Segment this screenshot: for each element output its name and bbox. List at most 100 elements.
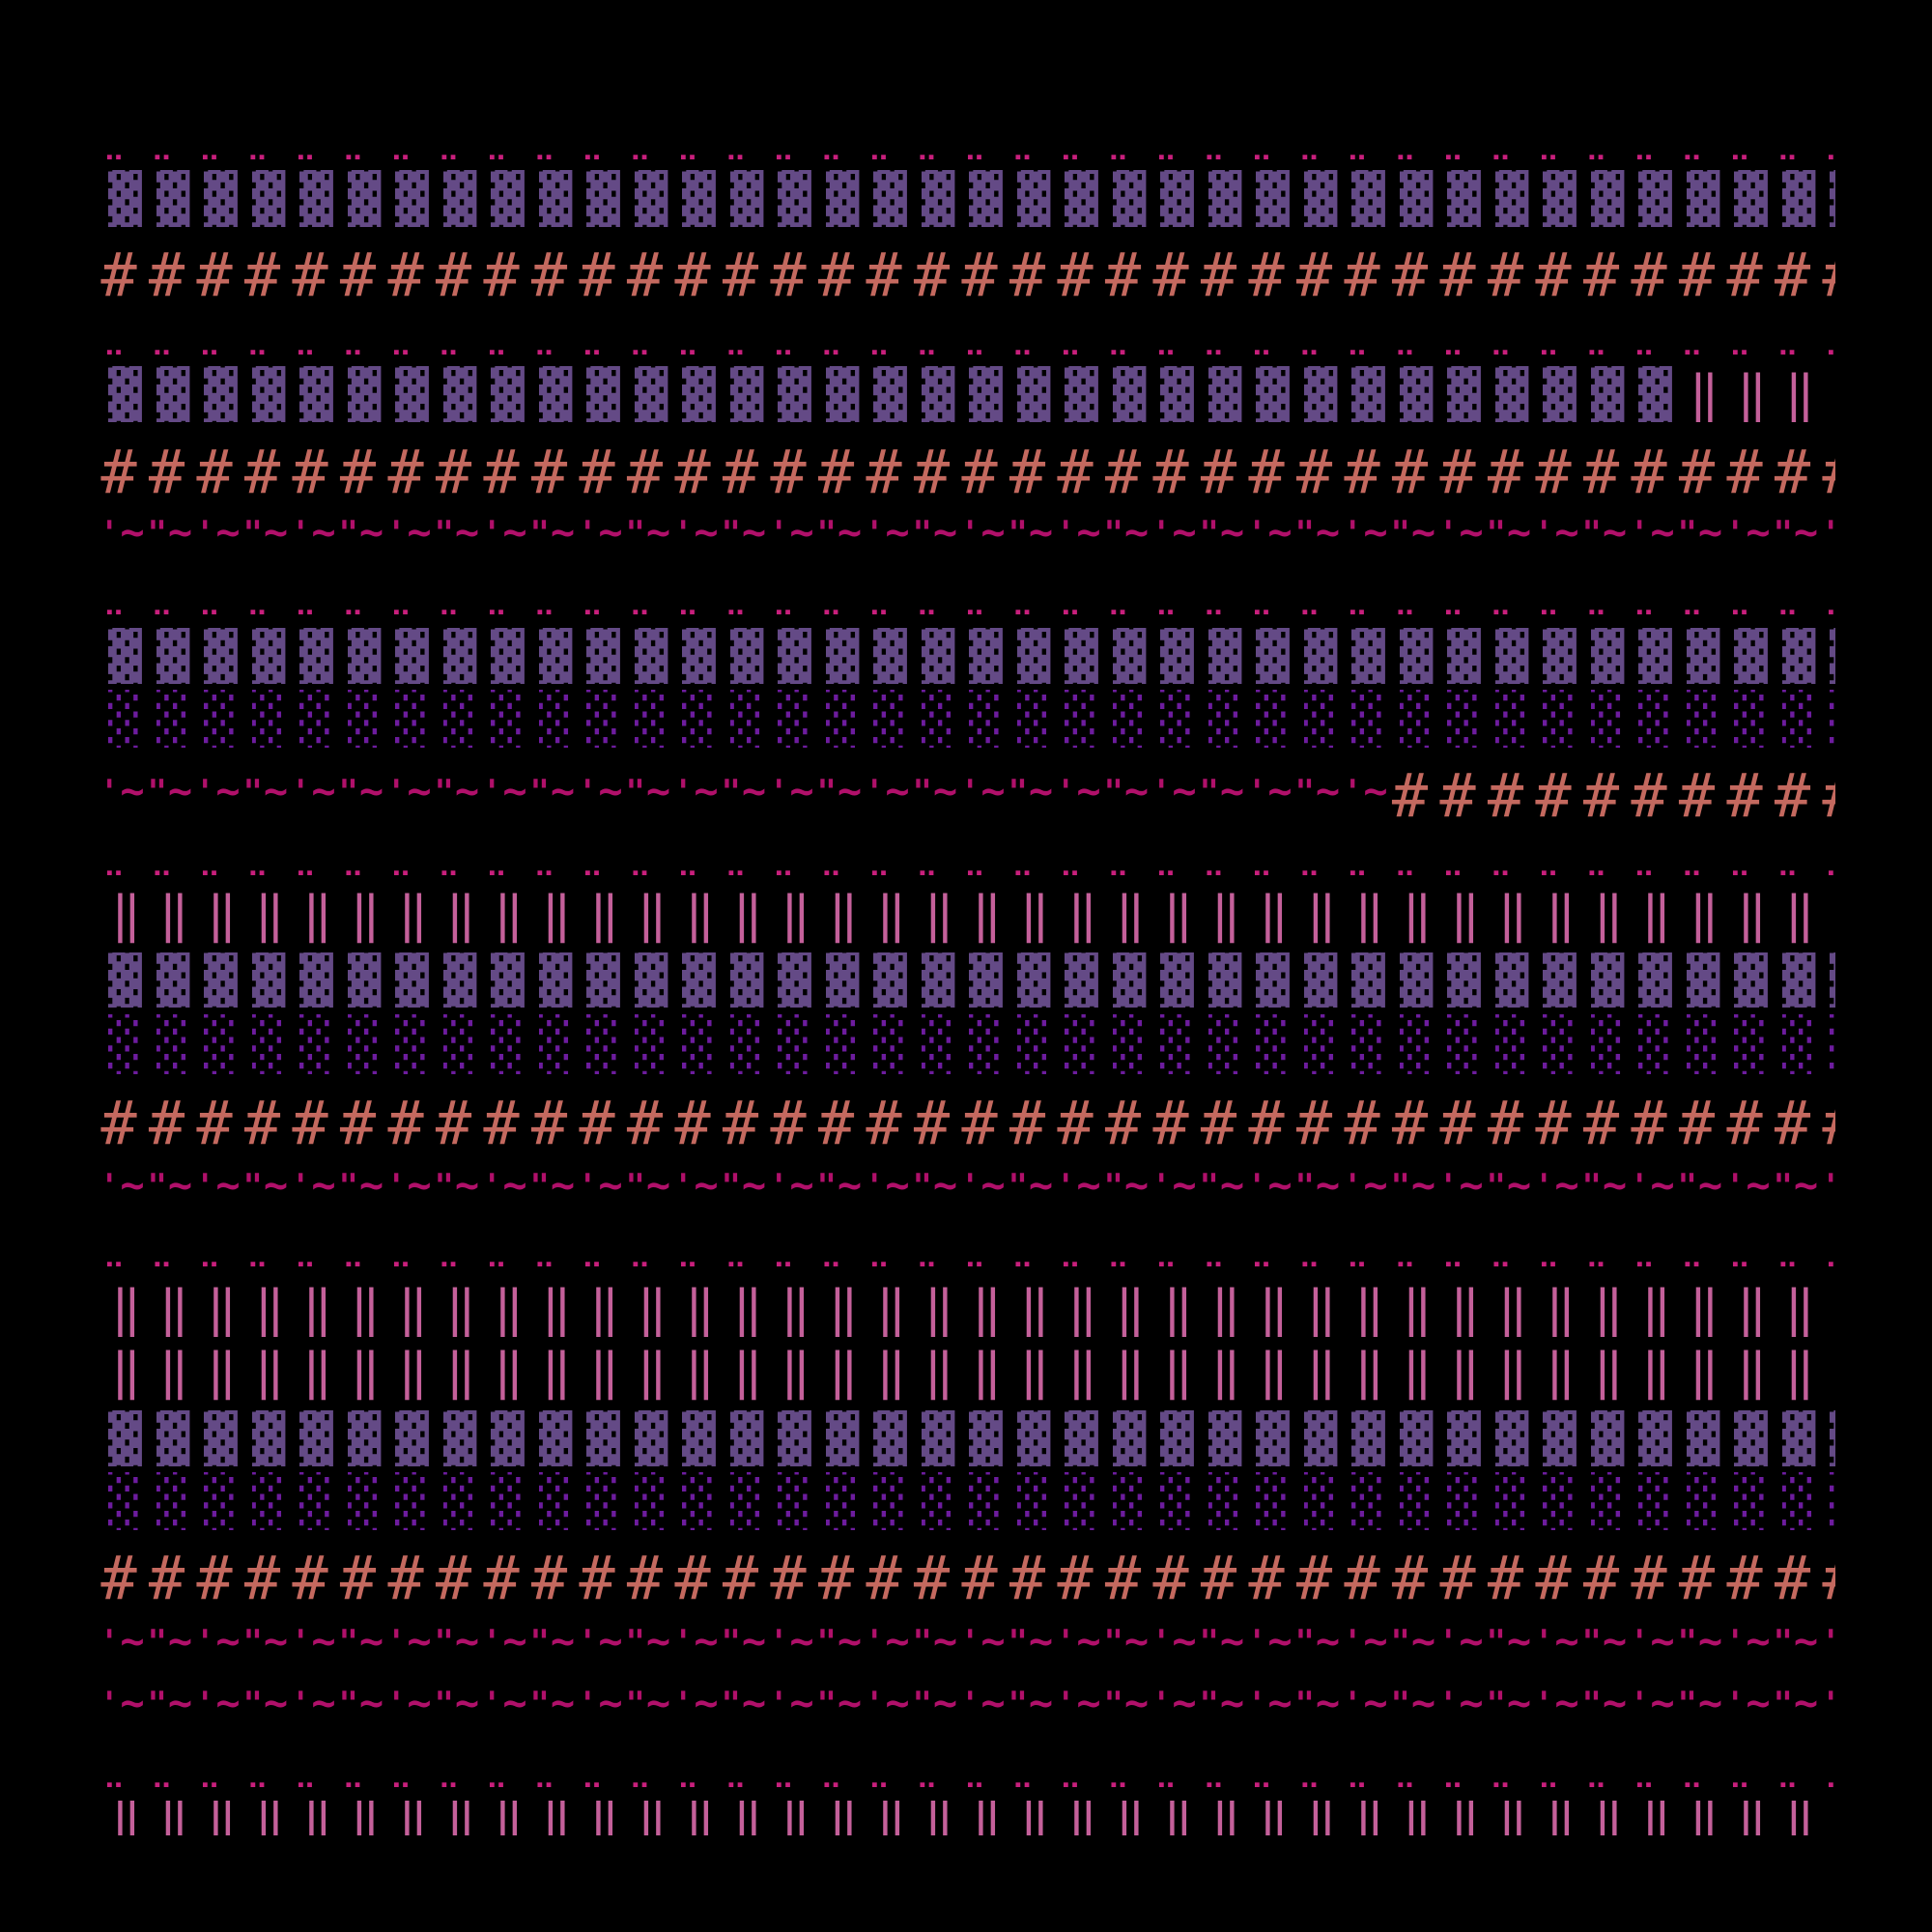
quote-tilde-glyph: "~ [148, 773, 194, 819]
tilde-text: ~ [550, 1173, 576, 1198]
quote-tilde-glyph: '~ [769, 1167, 815, 1198]
dots-glyph: ¨ [913, 1776, 959, 1798]
dots-glyph: ¨ [1725, 1776, 1772, 1798]
double-bar-glyph: ‖ [626, 1282, 672, 1337]
glyph-row: ‖ ‖ ‖ ‖ ‖ ‖ ‖ ‖ ‖ ‖ ‖ ‖ ‖ ‖ ‖ ‖ ‖ ‖ ‖ ‖ ‖ ‖ ‖ ‖ ‖ ‖ ‖ ‖ ‖ ‖ ‖ ‖ ‖ ‖ ‖ ‖ [0, 1282, 1835, 1337]
dots-glyph: ¨ [1678, 148, 1724, 170]
tilde-text: ~ [311, 1173, 336, 1198]
hash-glyph-text: # [530, 441, 568, 503]
dots-glyph-text: ¨ [1487, 863, 1516, 886]
double-bar-glyph: ‖ [1391, 887, 1437, 944]
dots-glyph-text: ¨ [817, 863, 846, 886]
dark-shade-block: ▓ [673, 366, 720, 422]
light-shade-block-text: ░ [1638, 690, 1672, 748]
light-shade-block-text: ░ [395, 1014, 429, 1074]
quote-text: ' [960, 1167, 980, 1182]
dark-shade-block: ▓ [1438, 170, 1485, 227]
dots-glyph: ¨ [1582, 864, 1629, 886]
dots-glyph: ¨ [1247, 148, 1293, 170]
double-bar-glyph: ‖ [1487, 1801, 1533, 1835]
dots-glyph-text: ¨ [1774, 863, 1803, 886]
hash-glyph-text: # [1344, 1093, 1380, 1154]
hash-glyph-text: # [1821, 441, 1835, 503]
quote-text: ' [1151, 1167, 1171, 1182]
double-bar-glyph: ‖ [578, 1282, 624, 1337]
quote-text: " [913, 1685, 932, 1700]
dots-glyph: ¨ [291, 343, 337, 365]
tilde-text: ~ [694, 1690, 719, 1716]
hash-glyph-text: # [387, 1548, 424, 1609]
dark-shade-block-text: ▓ [873, 170, 907, 227]
double-bar-glyph: ‖ [99, 1282, 146, 1337]
double-bar-glyph: ‖ [1630, 1282, 1676, 1337]
quote-tilde-glyph: "~ [1295, 1623, 1342, 1654]
double-bar-glyph-text: ‖ [1115, 887, 1145, 944]
double-bar-glyph: ‖ [195, 1282, 242, 1337]
quote-tilde-glyph: '~ [769, 1623, 815, 1654]
hash-glyph-text: # [435, 244, 472, 306]
glyph-row: ¨¨¨¨¨¨¨¨¨¨¨¨¨¨¨¨¨¨¨¨¨¨¨¨¨¨¨¨¨¨¨¨¨¨¨¨¨ [0, 864, 1835, 886]
tilde-text: ~ [1363, 1629, 1388, 1654]
hash-glyph: # [1247, 1093, 1293, 1154]
tilde-text: ~ [1410, 1173, 1436, 1198]
dots-glyph: ¨ [148, 603, 194, 625]
double-bar-glyph-text: ‖ [1067, 1282, 1096, 1337]
quote-tilde-glyph: '~ [1821, 1167, 1835, 1194]
tilde-text: ~ [1554, 1173, 1579, 1198]
light-shade-block-text: ░ [108, 690, 142, 748]
dark-shade-block: ▓ [865, 366, 911, 422]
dark-shade-block: ▓ [435, 1410, 481, 1466]
quote-tilde-glyph: '~ [1343, 1167, 1389, 1198]
light-shade-block: ░ [530, 690, 577, 748]
dark-shade-block-text: ▓ [538, 366, 573, 422]
dots-glyph: ¨ [1678, 603, 1724, 625]
hash-glyph-text: # [1821, 765, 1835, 827]
tilde-text: ~ [1746, 1629, 1771, 1654]
light-shade-block-text: ░ [586, 690, 620, 748]
double-bar-glyph: ‖ [1200, 887, 1246, 944]
light-shade-block-text: ░ [634, 1014, 668, 1074]
double-bar-glyph-text: ‖ [398, 1343, 427, 1401]
dark-shade-block-text: ▓ [1399, 366, 1434, 422]
dots-glyph-text: ¨ [1487, 1775, 1516, 1798]
dark-shade-block-text: ▓ [1016, 366, 1051, 422]
tilde-text: ~ [1076, 1173, 1101, 1198]
dark-shade-block: ▓ [1821, 628, 1835, 684]
double-bar-glyph: ‖ [291, 1801, 337, 1835]
dark-shade-block: ▓ [1678, 952, 1724, 1008]
dots-glyph-text: ¨ [1343, 1254, 1372, 1277]
dark-shade-block-text: ▓ [921, 952, 955, 1008]
quote-tilde-glyph: '~ [1725, 1685, 1772, 1716]
light-shade-block: ░ [386, 1472, 433, 1530]
double-bar-glyph-text: ‖ [1450, 1282, 1479, 1337]
dark-shade-block-text: ▓ [778, 952, 811, 1008]
dark-shade-block: ▓ [1821, 952, 1835, 1008]
hash-glyph: # [1487, 244, 1533, 306]
dark-shade-block: ▓ [1343, 952, 1389, 1008]
dark-shade-block-text: ▓ [586, 366, 620, 422]
dots-glyph-text: ¨ [722, 602, 751, 625]
hash-glyph: # [1391, 1548, 1437, 1609]
double-bar-glyph: ‖ [1151, 1282, 1198, 1337]
quote-tilde-glyph: "~ [817, 1685, 864, 1716]
light-shade-block: ░ [817, 690, 864, 748]
dots-glyph-text: ¨ [339, 342, 368, 365]
light-shade-block: ░ [1056, 1472, 1102, 1530]
light-shade-block-text: ░ [921, 1014, 955, 1074]
dots-glyph: ¨ [1104, 148, 1151, 170]
quote-text: ' [769, 773, 788, 788]
dots-glyph: ¨ [291, 1776, 337, 1798]
double-bar-glyph: ‖ [1295, 887, 1342, 944]
quote-tilde-glyph: "~ [1104, 1167, 1151, 1198]
double-bar-glyph: ‖ [960, 887, 1007, 944]
dots-glyph-text: ¨ [1295, 342, 1324, 365]
double-bar-glyph: ‖ [1725, 1343, 1772, 1401]
dark-shade-block-text: ▓ [1016, 1410, 1051, 1466]
dots-glyph-text: ¨ [1056, 342, 1085, 365]
dots-glyph-text: ¨ [1678, 1775, 1707, 1798]
quote-tilde-glyph: '~ [291, 1167, 337, 1198]
dark-shade-block-text: ▓ [873, 952, 907, 1008]
glyph-row: ¨¨¨¨¨¨¨¨¨¨¨¨¨¨¨¨¨¨¨¨¨¨¨¨¨¨¨¨¨¨¨¨¨¨¨¨¨ [0, 603, 1835, 625]
double-bar-glyph: ‖ [1582, 1801, 1629, 1835]
tilde-text: ~ [694, 1629, 719, 1654]
